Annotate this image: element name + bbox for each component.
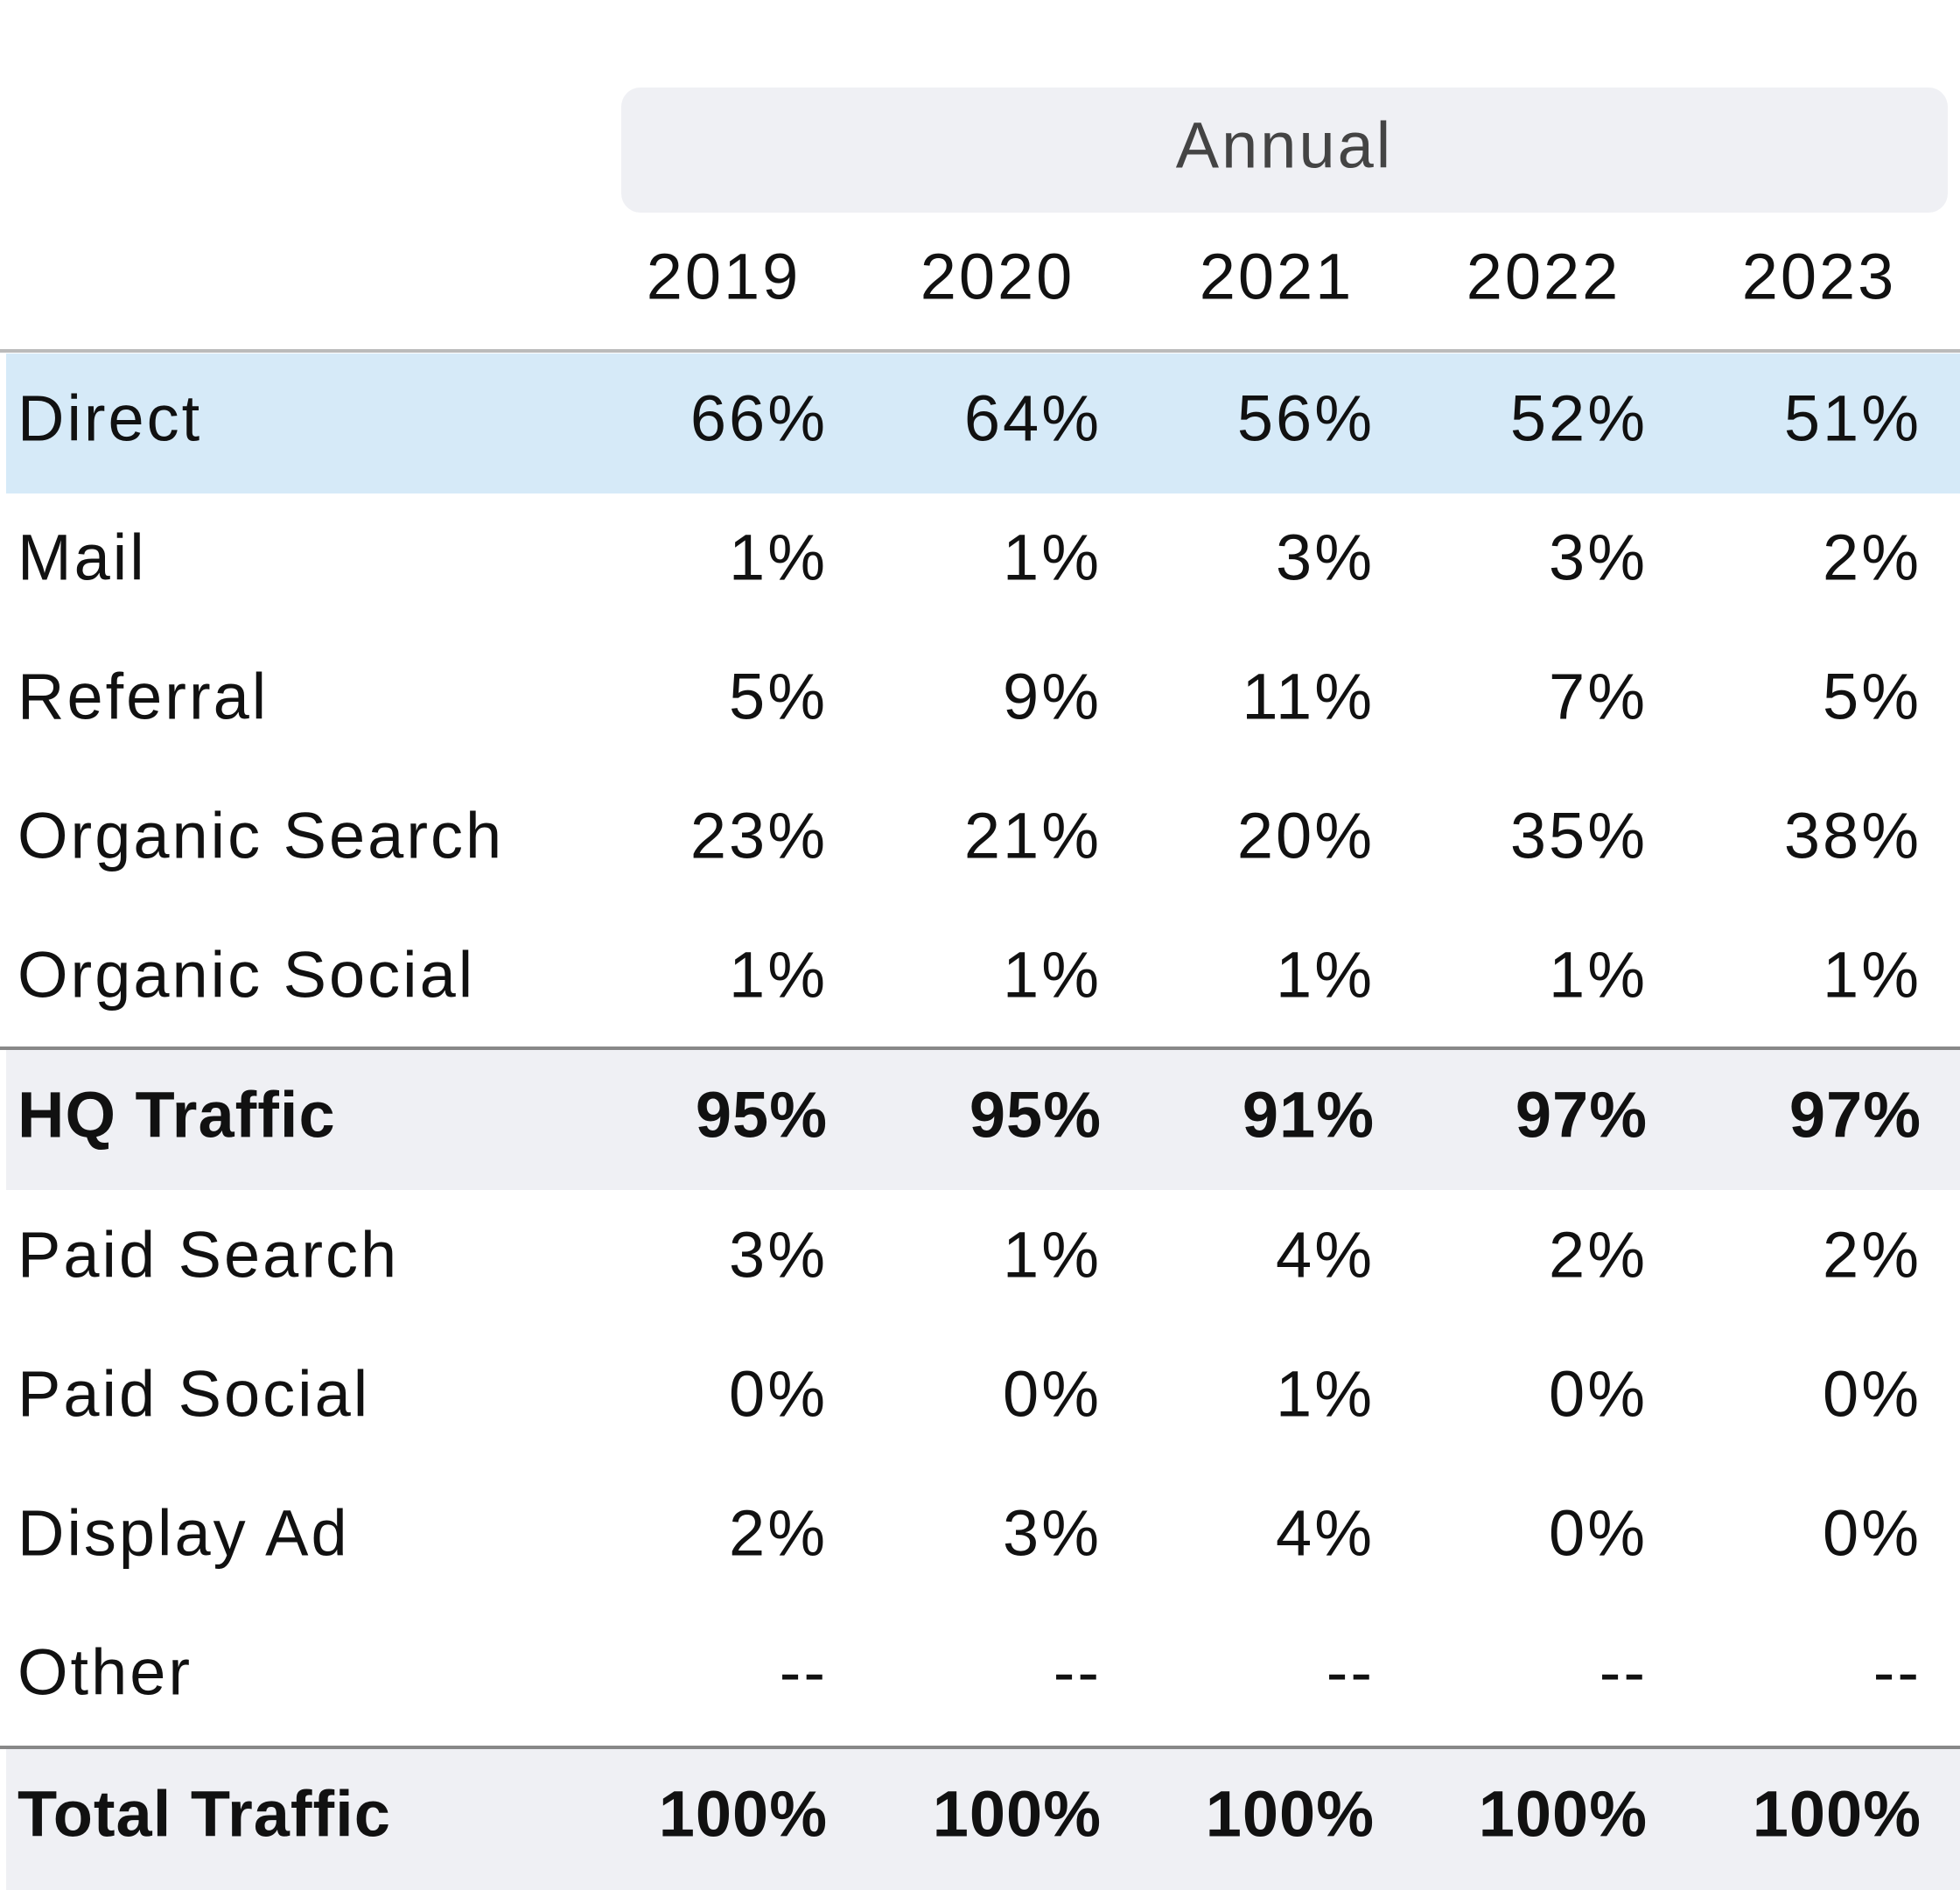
cell-value: 52% (1510, 382, 1648, 455)
group-header-bg (621, 88, 1948, 213)
cell-value: 3% (1276, 522, 1375, 594)
cell-value: 56% (1237, 382, 1375, 455)
cell-value: 64% (964, 382, 1102, 455)
subtotal-row-bg (6, 1050, 1960, 1190)
total-row-bg (6, 1749, 1960, 1890)
cell-value: 11% (1242, 661, 1375, 733)
cell-value: 23% (690, 800, 828, 872)
cell-value: -- (1873, 1636, 1922, 1709)
cell-value: 3% (1549, 522, 1648, 594)
column-header: 2022 (1466, 241, 1621, 313)
row-label: Paid Search (18, 1219, 399, 1292)
cell-value: 2% (1823, 522, 1922, 594)
row-label: HQ Traffic (18, 1079, 336, 1152)
cell-value: 0% (1549, 1497, 1648, 1570)
cell-value: 0% (1003, 1358, 1102, 1431)
cell-value: 97% (1789, 1079, 1922, 1152)
cell-value: 1% (1003, 939, 1102, 1012)
cell-value: -- (1600, 1636, 1648, 1709)
cell-value: 0% (1549, 1358, 1648, 1431)
cell-value: 38% (1784, 800, 1922, 872)
cell-value: 4% (1276, 1497, 1375, 1570)
cell-value: 100% (1206, 1778, 1375, 1851)
column-header: 2021 (1200, 241, 1354, 313)
cell-value: -- (1326, 1636, 1375, 1709)
cell-value: 1% (729, 939, 828, 1012)
cell-value: 0% (1823, 1358, 1922, 1431)
row-label: Organic Social (18, 939, 475, 1012)
cell-value: 0% (729, 1358, 828, 1431)
cell-value: 97% (1516, 1079, 1648, 1152)
row-label: Referral (18, 661, 269, 733)
cell-value: 95% (696, 1079, 828, 1152)
row-label: Display Ad (18, 1497, 350, 1570)
cell-value: 51% (1784, 382, 1922, 455)
column-header: 2020 (920, 241, 1075, 313)
row-label: Mail (18, 522, 147, 594)
cell-value: 1% (1003, 522, 1102, 594)
cell-value: 3% (729, 1219, 828, 1292)
cell-value: 100% (1753, 1778, 1922, 1851)
row-label: Total Traffic (18, 1778, 391, 1851)
row-label: Organic Search (18, 800, 504, 872)
cell-value: 66% (690, 382, 828, 455)
column-header: 2019 (647, 241, 802, 313)
cell-value: 20% (1237, 800, 1375, 872)
cell-value: 2% (1549, 1219, 1648, 1292)
cell-value: 3% (1003, 1497, 1102, 1570)
cell-value: -- (1054, 1636, 1102, 1709)
cell-value: 35% (1510, 800, 1648, 872)
cell-value: 4% (1276, 1219, 1375, 1292)
cell-value: 2% (1823, 1219, 1922, 1292)
cell-value: 95% (970, 1079, 1102, 1152)
cell-value: 9% (1003, 661, 1102, 733)
cell-value: 21% (964, 800, 1102, 872)
cell-value: 2% (729, 1497, 828, 1570)
cell-value: 5% (1823, 661, 1922, 733)
cell-value: -- (780, 1636, 828, 1709)
cell-value: 1% (1276, 939, 1375, 1012)
cell-value: 1% (1549, 939, 1648, 1012)
cell-value: 1% (1823, 939, 1922, 1012)
cell-value: 0% (1823, 1497, 1922, 1570)
row-label: Direct (18, 382, 202, 455)
row-label: Other (18, 1636, 192, 1709)
cell-value: 7% (1549, 661, 1648, 733)
cell-value: 1% (1003, 1219, 1102, 1292)
cell-value: 91% (1242, 1079, 1375, 1152)
cell-value: 100% (659, 1778, 828, 1851)
cell-value: 100% (1479, 1778, 1648, 1851)
cell-value: 1% (729, 522, 828, 594)
group-header: Annual (1176, 109, 1393, 182)
cell-value: 5% (729, 661, 828, 733)
cell-value: 100% (933, 1778, 1102, 1851)
row-label: Paid Social (18, 1358, 370, 1431)
column-header: 2023 (1742, 241, 1897, 313)
highlight-row-bg (6, 354, 1960, 494)
cell-value: 1% (1276, 1358, 1375, 1431)
